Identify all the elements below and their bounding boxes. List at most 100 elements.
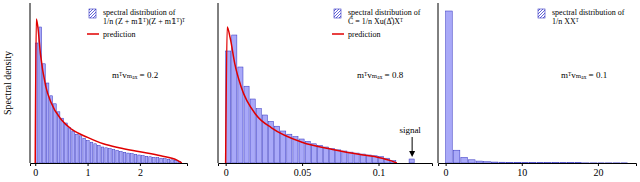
x-tick: 2: [138, 163, 143, 178]
x-tick-mark: [35, 163, 36, 166]
histogram-bar: [499, 162, 506, 163]
histogram-bar: [397, 163, 402, 164]
histogram-bar: [76, 134, 79, 163]
histogram-bar: [123, 152, 126, 163]
x-tick-label: 1: [86, 167, 91, 178]
panel: 0 1 2 spectral distribution of1/n (Z + m𝟙ᵀ)…: [30, 3, 188, 178]
histogram-bar: [98, 145, 101, 163]
histogram-bar: [560, 162, 567, 163]
x-axis-line: [219, 164, 433, 167]
legend-label: spectral distribution of1/n XXᵀ: [552, 8, 625, 26]
histogram-bar: [590, 162, 597, 163]
x-tick: 0: [444, 163, 449, 178]
histogram-bar: [323, 147, 328, 163]
legend-swatch: [538, 9, 545, 18]
histogram-bar: [336, 150, 341, 163]
histogram-bar: [72, 131, 75, 163]
histogram-bar: [134, 154, 137, 163]
panel: 0 10 20 spectral distribution of1/n XXᵀ mᵀvₘ…: [438, 3, 637, 178]
legend: spectral distribution ofĈ = 1/n Xu(Δ̂)Xᵀ…: [332, 8, 421, 39]
histogram-bar: [101, 147, 104, 163]
histogram-bar: [453, 150, 460, 163]
histogram-bar: [330, 149, 335, 163]
prediction-line: [226, 27, 397, 163]
x-tick-label: 10: [517, 167, 527, 178]
prediction-line: [35, 19, 182, 163]
legend-label: prediction: [348, 30, 380, 39]
histogram-bar: [317, 145, 322, 163]
x-axis: 0 10 20: [439, 163, 637, 178]
histogram-bar: [446, 11, 453, 163]
y-axis-title: Spectral density: [2, 51, 13, 115]
histogram-bar: [83, 138, 86, 163]
histogram-bar: [167, 159, 170, 163]
histogram-bar: [171, 160, 174, 163]
histogram-bar: [238, 67, 243, 163]
histogram-bar: [163, 159, 166, 163]
legend: spectral distribution of1/n XXᵀ: [538, 8, 625, 26]
histogram-bar: [119, 151, 122, 163]
histogram-bar: [57, 112, 60, 163]
annotation: mᵀvₘₐₓ = 0.1: [561, 70, 607, 80]
x-tick: 10: [517, 163, 527, 178]
x-tick-label: 2: [138, 167, 143, 178]
histogram-bar: [529, 162, 536, 163]
x-axis-line: [31, 164, 188, 167]
x-tick: 0: [224, 163, 229, 178]
x-axis: 0 0.05 0.1: [219, 163, 433, 178]
x-tick: 0: [33, 163, 38, 178]
histogram-bar: [484, 162, 491, 163]
annotation: mᵀvₘₐₓ = 0.2: [112, 70, 158, 80]
histogram-bar: [90, 142, 93, 163]
histogram-bar: [145, 156, 148, 163]
legend-swatch: [332, 33, 344, 35]
legend: spectral distribution of1/n (Z + m𝟙ᵀ)(Z …: [87, 8, 185, 39]
histogram-bar: [138, 155, 141, 163]
histogram-bar: [552, 162, 559, 163]
legend-swatch: [87, 33, 99, 35]
histogram-bar: [491, 162, 498, 163]
histogram-bar: [174, 160, 177, 163]
x-tick-label: 0.1: [373, 167, 386, 178]
histogram-bar: [575, 162, 582, 163]
histogram-bar: [567, 162, 574, 163]
x-tick-label: 20: [593, 167, 603, 178]
histogram-bar: [507, 162, 514, 163]
histogram-bar: [621, 162, 628, 163]
y-axis-line: [438, 3, 439, 163]
histogram-bar: [342, 151, 347, 163]
x-tick-label: 0: [444, 167, 449, 178]
histogram-bar: [127, 153, 130, 163]
histogram-bar: [613, 162, 620, 163]
annotation: signal: [399, 125, 421, 135]
histogram-bar: [403, 163, 408, 164]
histogram-bar: [149, 157, 152, 163]
x-tick-label: 0: [224, 167, 229, 178]
x-tick: 20: [593, 163, 603, 178]
histogram-bar: [476, 161, 483, 163]
plot-area: [446, 11, 628, 163]
histogram-bar: [141, 156, 144, 163]
x-tick-mark: [140, 163, 141, 166]
histogram-bar: [68, 128, 71, 163]
legend-label: spectral distribution ofĈ = 1/n Xu(Δ̂)Xᵀ: [348, 8, 421, 26]
histogram-bar: [537, 162, 544, 163]
histogram-bar: [94, 144, 97, 163]
annotation-arrowhead: [409, 151, 415, 157]
histogram-bar: [156, 158, 159, 163]
histogram-bar: [606, 162, 613, 163]
histogram-bar: [61, 118, 64, 163]
histogram-bar: [522, 162, 529, 163]
legend-label: spectral distribution of1/n (Z + m𝟙ᵀ)(Z …: [103, 8, 185, 26]
x-tick-mark: [379, 163, 380, 166]
x-tick-mark: [302, 163, 303, 166]
histogram-bar: [160, 158, 163, 163]
annotation: mᵀvₘₐₓ = 0.8: [357, 70, 404, 80]
x-tick-label: 0.05: [294, 167, 312, 178]
x-tick: 0.05: [294, 163, 312, 178]
histogram-bar: [545, 162, 552, 163]
histogram-bar: [468, 160, 475, 163]
histogram-bar: [65, 123, 68, 163]
x-tick-mark: [598, 163, 599, 166]
histogram-bar: [130, 154, 133, 163]
